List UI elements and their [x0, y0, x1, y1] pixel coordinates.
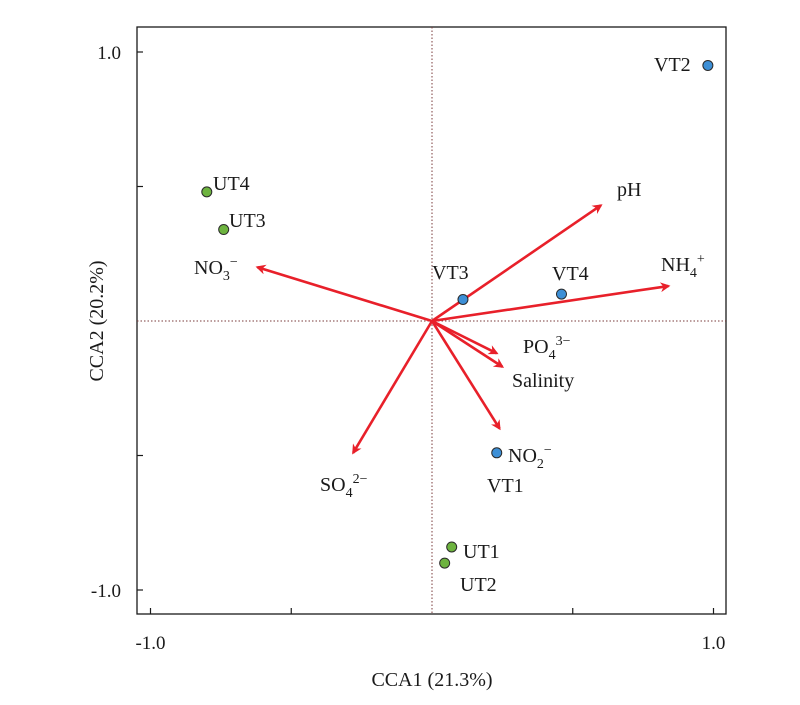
vector-label: Salinity [512, 370, 574, 392]
labels: pH NH4+ NO3− PO43− Salinity NO2− SO42− VT2 UT4 UT… [194, 54, 705, 596]
sample-label: UT1 [463, 541, 500, 563]
x-tick-label: 1.0 [702, 633, 726, 654]
x-tick-label: -1.0 [135, 633, 165, 654]
sample-point [702, 59, 714, 71]
sample-point [218, 224, 230, 236]
sample-point [439, 557, 451, 569]
vector-label: SO42− [320, 472, 368, 501]
vector-label: PO43− [523, 334, 571, 363]
environmental-vectors [255, 204, 671, 455]
sample-label: VT1 [487, 475, 524, 497]
vector-arrow [352, 320, 434, 455]
axes-layer: -1.0 1.0 1.0 -1.0 CCA1 (21.3%) CCA2 (20.2%) [86, 26, 727, 691]
sample-point [201, 186, 213, 198]
vector-label: NO3− [194, 255, 238, 284]
sample-label: UT2 [460, 574, 497, 596]
vector-label: NH4+ [661, 252, 705, 281]
sample-point [555, 288, 567, 300]
y-tick-label: -1.0 [91, 581, 121, 602]
vector-label: NO2− [508, 443, 552, 472]
y-axis-title: CCA2 (20.2%) [86, 260, 108, 381]
vector-arrow [430, 320, 501, 431]
sample-point [446, 541, 458, 553]
sample-label: VT2 [654, 54, 691, 76]
vector-arrow [431, 282, 671, 323]
sample-label: VT4 [552, 263, 589, 285]
x-axis-title: CCA1 (21.3%) [371, 669, 492, 691]
sample-label: VT3 [432, 262, 469, 284]
vector-arrow [255, 264, 433, 323]
vector-arrow [431, 319, 499, 355]
sample-label: UT4 [213, 173, 250, 195]
y-tick-label: 1.0 [97, 43, 121, 64]
vector-label: pH [617, 179, 641, 201]
sample-points [201, 59, 714, 569]
vector-arrow [431, 319, 505, 368]
sample-point [491, 447, 503, 459]
sample-point [457, 293, 469, 305]
sample-label: UT3 [229, 210, 266, 232]
